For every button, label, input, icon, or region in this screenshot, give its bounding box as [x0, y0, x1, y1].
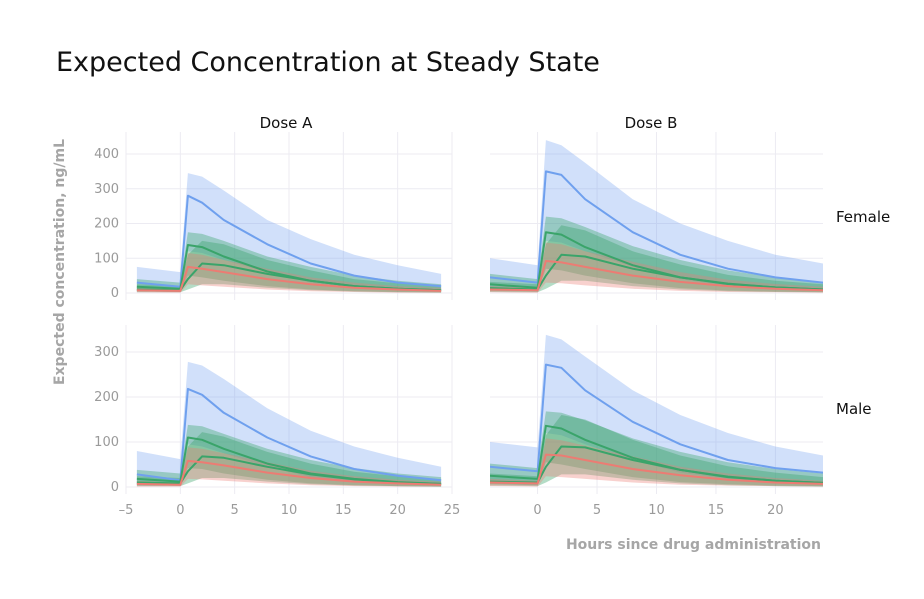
blue-median-line [136, 194, 442, 288]
red-median-line [136, 459, 442, 486]
blue-confidence-band [490, 140, 823, 292]
blue-median-line [490, 363, 823, 474]
y-tick-label: 0 [111, 286, 119, 301]
x-tick-label: 20 [389, 503, 406, 518]
panel-plot-area [136, 361, 442, 487]
green-confidence-band [136, 240, 442, 293]
x-tick-label: 15 [335, 503, 352, 518]
red-confidence-band [490, 438, 823, 487]
y-tick-label: 400 [94, 147, 119, 162]
x-tick-label: 0 [176, 503, 184, 518]
y-tick-label: 100 [94, 435, 119, 450]
y-tick-label: 300 [94, 182, 119, 197]
x-tick-label: 10 [281, 503, 298, 518]
x-tick-label: 20 [767, 503, 784, 518]
y-tick-label: 200 [94, 217, 119, 232]
x-tick-label: 5 [593, 503, 601, 518]
x-axis-label: Hours since drug administration [566, 537, 821, 553]
green-median-line [490, 253, 823, 291]
x-tick-label: 25 [444, 503, 461, 518]
facet-column-label: Dose A [260, 114, 314, 132]
x-tick-label: 5 [231, 503, 239, 518]
y-axis-label: Expected concentration, ng/mL [52, 139, 68, 385]
panel-plot-area [490, 334, 823, 487]
facet-row-label: Male [836, 400, 872, 418]
panel: 0 5 10 15 20 [490, 325, 823, 518]
red-median-line [136, 265, 442, 292]
green-median-line [136, 455, 442, 485]
green-confidence-band [490, 411, 823, 487]
blue-median-line [490, 170, 823, 284]
panel-grid: Dose A Dose BFemaleMale010020030040001002… [94, 114, 890, 518]
panel-plot-area [136, 173, 442, 293]
chart-title: Expected Concentration at Steady State [56, 47, 600, 78]
facet-row-label: Female [836, 208, 890, 226]
green-median-line [490, 445, 823, 484]
x-tick-label: –5 [119, 503, 134, 518]
red-confidence-band [136, 253, 442, 293]
red-median-line [490, 453, 823, 485]
panel: 0 100 200 300 400 [94, 132, 453, 301]
green-confidence-band [490, 415, 823, 487]
green-median-line [136, 262, 442, 292]
blue-confidence-band [136, 173, 442, 292]
green-confidence-band [136, 432, 442, 487]
x-tick-label: 10 [648, 503, 665, 518]
y-tick-label: 0 [111, 480, 119, 495]
y-tick-label: 300 [94, 345, 119, 360]
green-confidence-band [490, 216, 823, 293]
y-tick-label: 100 [94, 251, 119, 266]
panel [490, 132, 823, 300]
facet-column-label: Dose B [625, 114, 678, 132]
y-tick-label: 200 [94, 390, 119, 405]
blue-confidence-band [490, 334, 823, 485]
blue-confidence-band [136, 361, 442, 486]
x-tick-label: 15 [708, 503, 725, 518]
x-tick-label: 0 [533, 503, 541, 518]
panel-plot-area [490, 140, 823, 293]
red-median-line [490, 260, 823, 292]
blue-median-line [136, 387, 442, 482]
